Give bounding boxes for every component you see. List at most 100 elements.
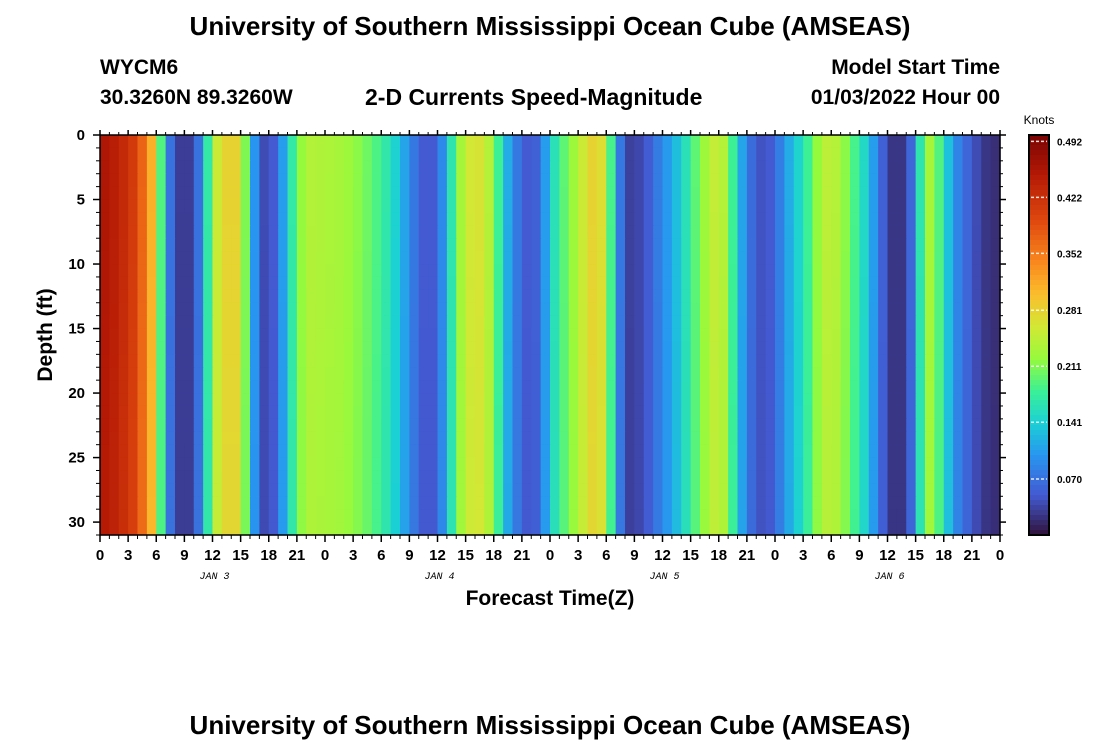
heatmap-cell bbox=[381, 509, 392, 523]
heatmap-cell bbox=[503, 483, 514, 497]
heatmap-cell bbox=[990, 251, 1001, 265]
heatmap-cell bbox=[840, 173, 851, 188]
heatmap-cell bbox=[137, 186, 148, 201]
heatmap-cell bbox=[812, 444, 823, 459]
colorbar-segment bbox=[1029, 295, 1049, 301]
heatmap-cell bbox=[353, 405, 364, 420]
heatmap-cell bbox=[165, 509, 176, 523]
heatmap-cell bbox=[690, 289, 701, 304]
colorbar-label: Knots bbox=[1024, 113, 1055, 127]
heatmap-cell bbox=[793, 238, 804, 252]
heatmap-cell bbox=[643, 405, 654, 420]
heatmap-cell bbox=[334, 405, 345, 420]
heatmap-cell bbox=[887, 135, 898, 149]
heatmap-cell bbox=[493, 173, 504, 188]
heatmap-cell bbox=[606, 341, 617, 355]
heatmap-cell bbox=[418, 264, 429, 278]
heatmap-cell bbox=[371, 483, 382, 497]
heatmap-cell bbox=[587, 315, 598, 330]
heatmap-cell bbox=[709, 302, 720, 317]
colorbar-segment bbox=[1029, 215, 1049, 221]
heatmap-cell bbox=[325, 457, 335, 472]
heatmap-cell bbox=[578, 225, 589, 239]
colorbar-segment bbox=[1029, 515, 1049, 521]
heatmap-cell bbox=[662, 315, 673, 330]
heatmap-cell bbox=[859, 341, 870, 355]
heatmap-cell bbox=[231, 186, 242, 201]
heatmap-cell bbox=[437, 328, 448, 343]
heatmap-cell bbox=[109, 341, 120, 355]
heatmap-cell bbox=[268, 522, 279, 536]
heatmap-cell bbox=[493, 225, 504, 239]
heatmap-cell bbox=[803, 405, 814, 420]
heatmap-cell bbox=[840, 212, 851, 226]
heatmap-cell bbox=[521, 444, 532, 459]
heatmap-cell bbox=[343, 431, 354, 446]
heatmap-cell bbox=[953, 470, 964, 484]
heatmap-cell bbox=[746, 212, 757, 226]
heatmap-cell bbox=[465, 328, 476, 343]
x-tick-label: 12 bbox=[879, 547, 896, 564]
heatmap-cell bbox=[175, 251, 185, 265]
heatmap-cell bbox=[981, 225, 992, 239]
heatmap-cell bbox=[446, 135, 457, 149]
heatmap-cell bbox=[868, 328, 879, 343]
colorbar-segment bbox=[1029, 440, 1049, 446]
heatmap-cell bbox=[334, 251, 345, 265]
x-tick-label: 0 bbox=[546, 547, 554, 564]
heatmap-cell bbox=[831, 444, 842, 459]
heatmap-cell bbox=[934, 289, 945, 304]
heatmap-cell bbox=[971, 431, 982, 446]
heatmap-cell bbox=[465, 289, 476, 304]
heatmap-cell bbox=[128, 341, 139, 355]
heatmap-cell bbox=[737, 483, 748, 497]
heatmap-cell bbox=[765, 405, 776, 420]
heatmap-cell bbox=[934, 457, 945, 472]
heatmap-cell bbox=[962, 173, 973, 188]
heatmap-cell bbox=[503, 354, 514, 368]
heatmap-cell bbox=[484, 380, 495, 394]
heatmap-cell bbox=[981, 509, 992, 523]
colorbar-segment bbox=[1029, 430, 1049, 436]
heatmap-cell bbox=[643, 470, 654, 484]
heatmap-cell bbox=[606, 251, 617, 265]
heatmap-cell bbox=[775, 276, 785, 291]
heatmap-cell bbox=[137, 393, 148, 407]
heatmap-cell bbox=[981, 147, 992, 162]
heatmap-cell bbox=[615, 302, 626, 317]
heatmap-cell bbox=[868, 522, 879, 536]
heatmap-cell bbox=[353, 444, 364, 459]
heatmap-cell bbox=[446, 225, 457, 239]
heatmap-cell bbox=[390, 264, 401, 278]
heatmap-cell bbox=[671, 186, 682, 201]
heatmap-cell bbox=[765, 444, 776, 459]
heatmap-cell bbox=[746, 315, 757, 330]
heatmap-cell bbox=[325, 341, 335, 355]
heatmap-cell bbox=[250, 186, 260, 201]
heatmap-cell bbox=[193, 496, 204, 510]
heatmap-cell bbox=[643, 251, 654, 265]
heatmap-cell bbox=[409, 496, 420, 510]
heatmap-cell bbox=[878, 483, 889, 497]
heatmap-cell bbox=[681, 276, 692, 291]
heatmap-cell bbox=[315, 470, 326, 484]
heatmap-cell bbox=[718, 328, 729, 343]
colorbar-segment bbox=[1029, 335, 1049, 341]
heatmap-cell bbox=[737, 367, 748, 381]
heatmap-cell bbox=[681, 341, 692, 355]
heatmap-cell bbox=[268, 225, 279, 239]
heatmap-cell bbox=[559, 405, 570, 420]
heatmap-cell bbox=[540, 147, 551, 162]
heatmap-cell bbox=[690, 276, 701, 291]
heatmap-cell bbox=[953, 173, 964, 188]
heatmap-cell bbox=[568, 444, 579, 459]
heatmap-cell bbox=[653, 225, 664, 239]
colorbar-segment bbox=[1029, 325, 1049, 331]
heatmap-cell bbox=[212, 328, 223, 343]
heatmap-cell bbox=[381, 522, 392, 536]
heatmap-cell bbox=[521, 251, 532, 265]
heatmap-cell bbox=[831, 496, 842, 510]
heatmap-cell bbox=[146, 509, 157, 523]
heatmap-cell bbox=[353, 302, 364, 317]
heatmap-cell bbox=[559, 160, 570, 175]
